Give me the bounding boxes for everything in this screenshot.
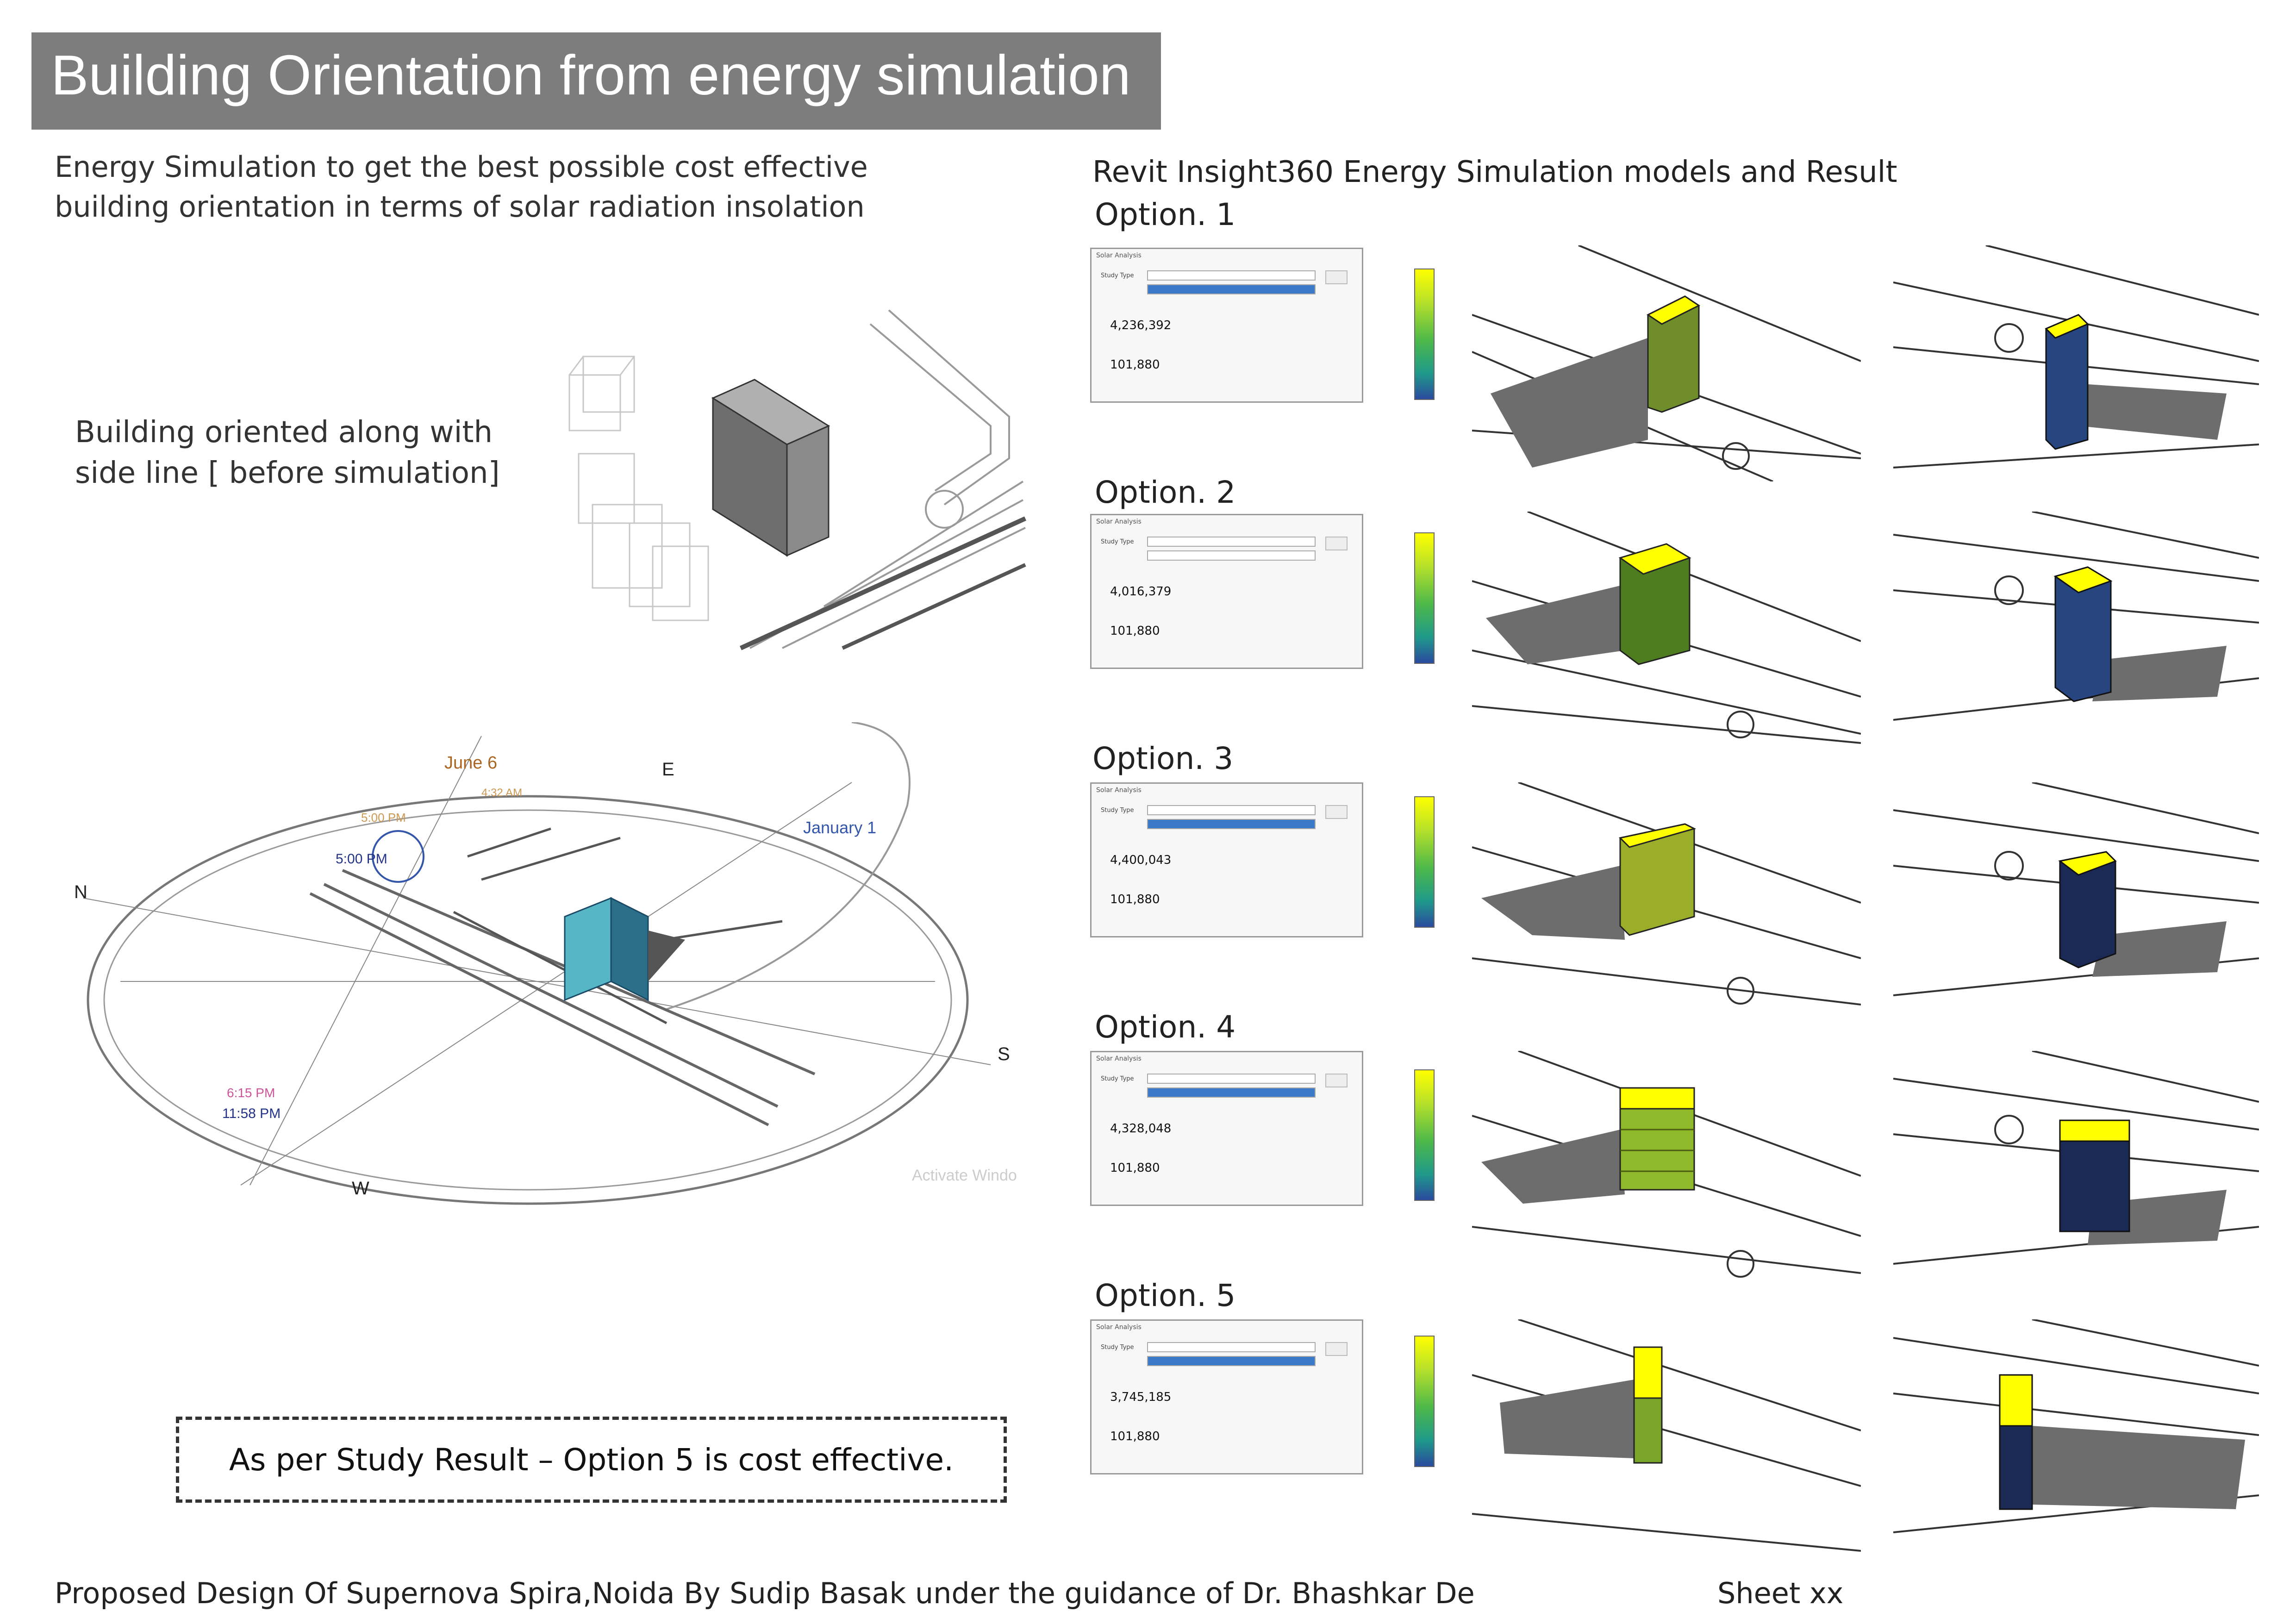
study-result-box: As per Study Result – Option 5 is cost e… bbox=[176, 1417, 1007, 1503]
sun-path-january-label: January 1 bbox=[803, 818, 876, 837]
solar-analysis-dialog-5[interactable]: Solar Analysis Study Type 3,745,185 101,… bbox=[1090, 1319, 1363, 1474]
option-2-view-a bbox=[1472, 512, 1861, 744]
option-3-area: 101,880 bbox=[1110, 893, 1160, 906]
insolation-legend-3 bbox=[1414, 796, 1435, 928]
sun-path-time-4: 6:15 PM bbox=[227, 1086, 275, 1100]
solar-analysis-dialog-3[interactable]: Solar Analysis Study Type 4,400,043 101,… bbox=[1090, 782, 1363, 937]
note-line-1: Building oriented along with bbox=[75, 415, 493, 450]
option-5-area: 101,880 bbox=[1110, 1430, 1160, 1443]
compass-n: N bbox=[74, 882, 87, 902]
option-5-insolation: 3,745,185 bbox=[1110, 1390, 1172, 1404]
compass-e: E bbox=[662, 759, 674, 780]
option-5-view-b bbox=[1893, 1319, 2259, 1533]
footer-credit: Proposed Design Of Supernova Spira,Noida… bbox=[55, 1576, 1475, 1610]
option-4-view-b bbox=[1893, 1051, 2259, 1265]
option-2-label: Option. 2 bbox=[1095, 475, 1236, 510]
sheet-number: Sheet xx bbox=[1717, 1576, 1844, 1610]
right-heading: Revit Insight360 Energy Simulation model… bbox=[1092, 155, 1897, 189]
option-4-area: 101,880 bbox=[1110, 1161, 1160, 1175]
intro-text: Energy Simulation to get the best possib… bbox=[55, 147, 868, 227]
option-1-view-b bbox=[1893, 245, 2259, 468]
before-simulation-note: Building oriented along with side line [… bbox=[75, 412, 500, 493]
insolation-legend-1 bbox=[1414, 269, 1435, 400]
compass-s: S bbox=[998, 1044, 1010, 1064]
note-line-2: side line [ before simulation] bbox=[75, 456, 500, 490]
sun-path-time-5: 11:58 PM bbox=[222, 1106, 281, 1121]
option-2-insolation: 4,016,379 bbox=[1110, 585, 1172, 599]
option-3-insolation: 4,400,043 bbox=[1110, 853, 1172, 867]
option-3-label: Option. 3 bbox=[1092, 741, 1234, 776]
insolation-legend-2 bbox=[1414, 532, 1435, 664]
solar-analysis-dialog-1[interactable]: Solar Analysis Study Type 4,236,392 101,… bbox=[1090, 248, 1363, 403]
option-5-view-a bbox=[1472, 1319, 1861, 1552]
insolation-legend-5 bbox=[1414, 1336, 1435, 1467]
solar-analysis-dialog-4[interactable]: Solar Analysis Study Type 4,328,048 101,… bbox=[1090, 1051, 1363, 1206]
option-1-area: 101,880 bbox=[1110, 358, 1160, 372]
insolation-legend-4 bbox=[1414, 1069, 1435, 1201]
option-3-view-a bbox=[1472, 782, 1861, 1006]
option-1-view-a bbox=[1472, 245, 1861, 481]
page-title: Building Orientation from energy simulat… bbox=[51, 44, 1131, 106]
option-2-view-b bbox=[1893, 512, 2259, 721]
sun-path-time-3: 4:32 AM bbox=[481, 787, 522, 799]
intro-line-2: building orientation in terms of solar r… bbox=[55, 190, 865, 224]
study-result-text: As per Study Result – Option 5 is cost e… bbox=[229, 1442, 954, 1478]
option-2-area: 101,880 bbox=[1110, 624, 1160, 638]
compass-w: W bbox=[352, 1178, 369, 1199]
before-simulation-model bbox=[568, 309, 1027, 650]
option-1-label: Option. 1 bbox=[1095, 197, 1236, 232]
sun-path-june-label: June 6 bbox=[444, 753, 497, 773]
title-bar bbox=[31, 32, 1161, 130]
sun-path-time-1: 5:00 PM bbox=[361, 811, 406, 824]
option-4-label: Option. 4 bbox=[1095, 1009, 1236, 1045]
option-3-view-b bbox=[1893, 782, 2259, 996]
option-4-view-a bbox=[1472, 1051, 1861, 1278]
intro-line-1: Energy Simulation to get the best possib… bbox=[55, 150, 868, 184]
option-5-label: Option. 5 bbox=[1095, 1278, 1236, 1313]
solar-analysis-dialog-2[interactable]: Solar Analysis Study Type 4,016,379 101,… bbox=[1090, 514, 1363, 669]
option-4-insolation: 4,328,048 bbox=[1110, 1122, 1172, 1136]
sun-path-diagram: June 6 E January 1 5:00 PM 5:00 PM 4:32 … bbox=[74, 722, 1017, 1205]
option-1-insolation: 4,236,392 bbox=[1110, 319, 1172, 332]
sun-path-time-2: 5:00 PM bbox=[336, 851, 387, 867]
activate-windows-watermark: Activate Windo bbox=[912, 1167, 1017, 1184]
